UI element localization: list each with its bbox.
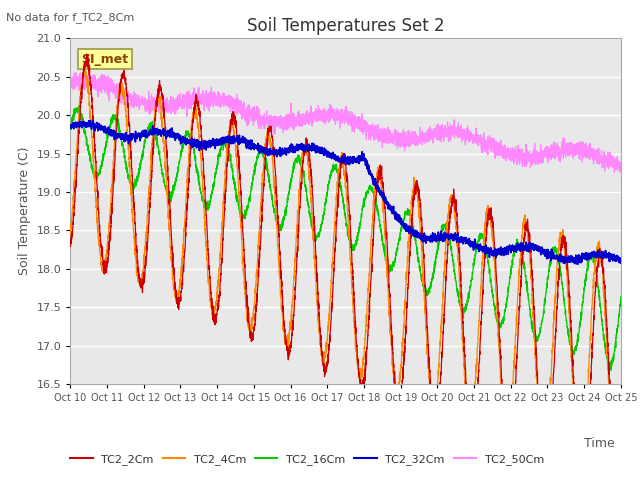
Text: SI_met: SI_met — [81, 53, 129, 66]
Text: No data for f_TC2_8Cm: No data for f_TC2_8Cm — [6, 12, 134, 23]
Legend: TC2_2Cm, TC2_4Cm, TC2_16Cm, TC2_32Cm, TC2_50Cm: TC2_2Cm, TC2_4Cm, TC2_16Cm, TC2_32Cm, TC… — [66, 450, 548, 469]
Y-axis label: Soil Temperature (C): Soil Temperature (C) — [18, 147, 31, 276]
Title: Soil Temperatures Set 2: Soil Temperatures Set 2 — [247, 17, 444, 36]
Text: Time: Time — [584, 437, 614, 450]
